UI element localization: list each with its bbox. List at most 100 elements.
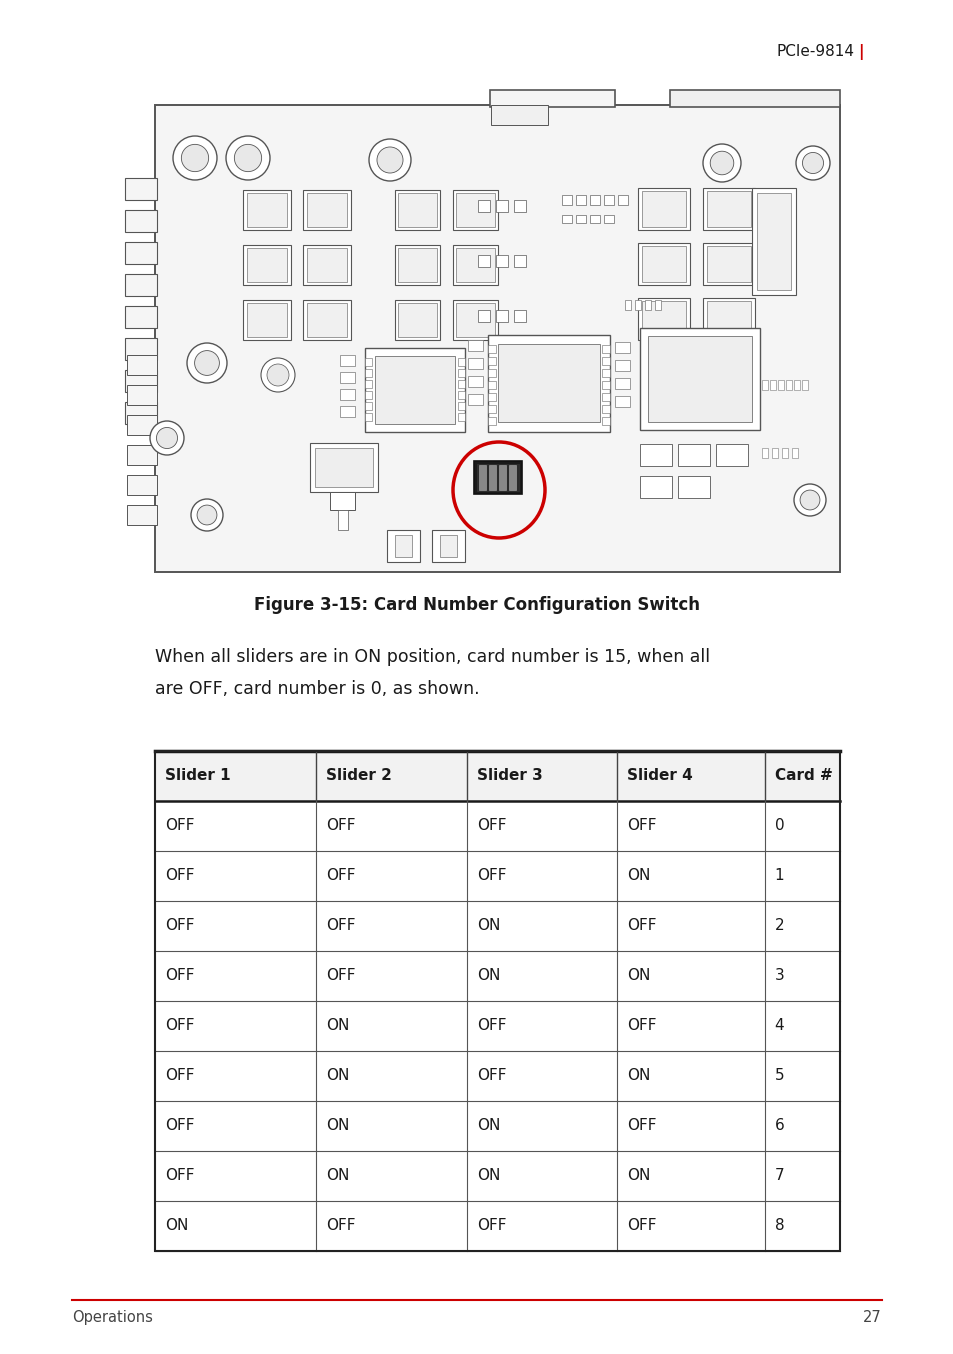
Bar: [439, 535, 456, 556]
Ellipse shape: [267, 364, 289, 386]
Bar: [769, 380, 775, 390]
Bar: [638, 188, 689, 230]
Text: OFF: OFF: [165, 968, 194, 983]
Bar: [127, 355, 157, 375]
Bar: [644, 301, 650, 310]
Bar: [702, 188, 754, 230]
Bar: [365, 357, 372, 366]
Bar: [603, 195, 614, 204]
Text: OFF: OFF: [326, 918, 355, 933]
Bar: [793, 380, 800, 390]
Text: OFF: OFF: [627, 918, 657, 933]
Bar: [761, 380, 767, 390]
Bar: [456, 194, 495, 227]
Bar: [397, 194, 436, 227]
Bar: [678, 444, 709, 466]
Text: ON: ON: [627, 968, 650, 983]
Bar: [488, 370, 496, 376]
Text: ON: ON: [326, 1068, 349, 1083]
Bar: [337, 510, 348, 529]
Bar: [457, 380, 464, 389]
Text: ON: ON: [326, 1118, 349, 1133]
Text: OFF: OFF: [165, 819, 194, 834]
Bar: [641, 246, 685, 282]
Bar: [603, 215, 614, 223]
Bar: [706, 246, 750, 282]
Bar: [127, 385, 157, 405]
Bar: [490, 89, 615, 107]
Bar: [397, 248, 436, 282]
Bar: [125, 210, 157, 232]
Bar: [601, 357, 609, 366]
Bar: [456, 303, 495, 337]
Bar: [125, 306, 157, 328]
Text: 1: 1: [774, 868, 783, 884]
Text: OFF: OFF: [165, 1018, 194, 1033]
Bar: [365, 391, 372, 399]
Bar: [307, 194, 347, 227]
Bar: [638, 298, 689, 340]
Ellipse shape: [795, 146, 829, 180]
Bar: [771, 448, 778, 458]
Bar: [706, 301, 750, 337]
Bar: [125, 274, 157, 297]
Bar: [243, 190, 291, 230]
Bar: [496, 255, 507, 267]
Text: When all sliders are in ON position, card number is 15, when all: When all sliders are in ON position, car…: [154, 649, 709, 666]
Bar: [477, 255, 490, 267]
Bar: [498, 464, 505, 490]
Bar: [478, 464, 485, 490]
Bar: [365, 402, 372, 410]
Bar: [601, 370, 609, 376]
Bar: [561, 215, 572, 223]
Text: ON: ON: [476, 1169, 499, 1183]
Bar: [639, 444, 671, 466]
Bar: [468, 376, 482, 387]
Text: OFF: OFF: [165, 1169, 194, 1183]
Ellipse shape: [793, 483, 825, 516]
Text: ON: ON: [326, 1169, 349, 1183]
Text: OFF: OFF: [627, 1118, 657, 1133]
Bar: [125, 242, 157, 264]
Bar: [303, 190, 351, 230]
Bar: [243, 245, 291, 284]
Bar: [339, 372, 355, 383]
Text: OFF: OFF: [165, 1118, 194, 1133]
Text: are OFF, card number is 0, as shown.: are OFF, card number is 0, as shown.: [154, 680, 479, 699]
Bar: [601, 417, 609, 425]
Bar: [751, 188, 795, 295]
Ellipse shape: [801, 153, 822, 173]
Bar: [457, 357, 464, 366]
Ellipse shape: [194, 351, 219, 375]
Bar: [716, 444, 747, 466]
Bar: [514, 200, 525, 213]
Bar: [365, 370, 372, 376]
Ellipse shape: [156, 428, 177, 448]
Text: ON: ON: [476, 918, 499, 933]
Bar: [488, 417, 496, 425]
Bar: [639, 328, 760, 431]
Bar: [125, 370, 157, 393]
Bar: [395, 535, 412, 556]
Bar: [154, 751, 840, 802]
Bar: [757, 194, 790, 290]
Bar: [453, 190, 497, 230]
Text: ON: ON: [326, 1018, 349, 1033]
Text: OFF: OFF: [165, 868, 194, 884]
Bar: [307, 303, 347, 337]
Text: Slider 4: Slider 4: [627, 769, 693, 784]
Bar: [601, 345, 609, 353]
Bar: [647, 336, 751, 422]
Bar: [488, 380, 496, 389]
Bar: [125, 338, 157, 360]
Bar: [303, 301, 351, 340]
Bar: [375, 356, 455, 424]
Bar: [127, 505, 157, 525]
Bar: [468, 357, 482, 370]
Text: OFF: OFF: [326, 819, 355, 834]
Bar: [488, 334, 609, 432]
Bar: [655, 301, 660, 310]
Bar: [154, 751, 840, 1251]
Text: |: |: [857, 43, 862, 60]
Bar: [247, 194, 287, 227]
